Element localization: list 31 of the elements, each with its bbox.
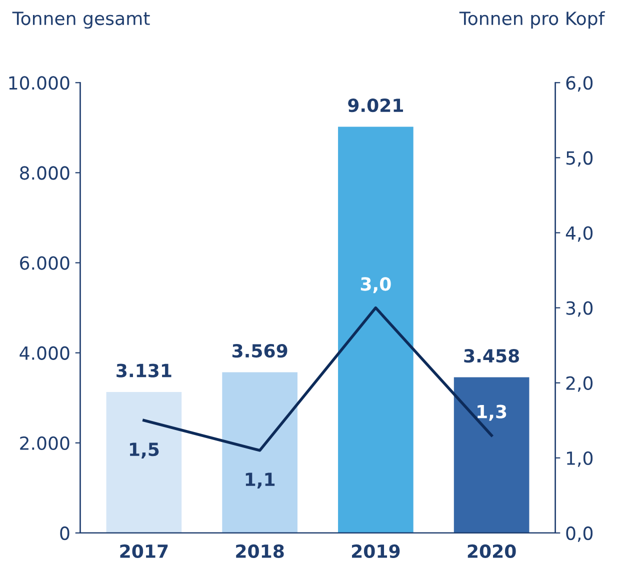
bar (106, 392, 182, 533)
x-tick-label: 2017 (120, 544, 168, 558)
bar (454, 377, 530, 533)
y2-tick-label: 2,0 (566, 376, 593, 392)
data-label: 3.458 (464, 348, 520, 363)
y-axis-title: Tonnen gesamt (12, 12, 150, 29)
data-label: 3.569 (232, 344, 288, 358)
data-label: 1,1 (246, 472, 275, 488)
x-tick-label: 2020 (468, 544, 516, 558)
y2-tick-label: 0,0 (566, 526, 593, 542)
data-label: 1,5 (130, 442, 159, 458)
y-tick-label: 8.000 (20, 166, 70, 180)
x-tick-label: 2018 (236, 544, 284, 558)
data-label: 1,3 (478, 404, 506, 421)
bar (338, 126, 414, 533)
y-tick-label: 10.000 (9, 76, 70, 90)
y2-tick-label: 4,0 (566, 226, 593, 242)
y-tick-label: 2.000 (20, 436, 70, 450)
y-tick-label: 4.000 (20, 346, 70, 360)
bar (222, 372, 298, 533)
y2-tick-label: 6,0 (566, 76, 593, 92)
y2-tick-label: 5,0 (566, 151, 593, 167)
y-tick-label: 6.000 (20, 256, 70, 270)
y2-tick-label: 1,0 (567, 451, 593, 467)
data-label: 3.131 (116, 364, 172, 378)
y2-axis-title: Tonnen pro Kopf (459, 11, 605, 29)
data-label: 3,0 (360, 277, 391, 294)
y2-tick-label: 3,0 (566, 301, 593, 317)
x-tick-label: 2019 (352, 544, 400, 558)
data-label: 9.021 (348, 98, 404, 112)
y-tick-label: 0 (60, 526, 70, 540)
